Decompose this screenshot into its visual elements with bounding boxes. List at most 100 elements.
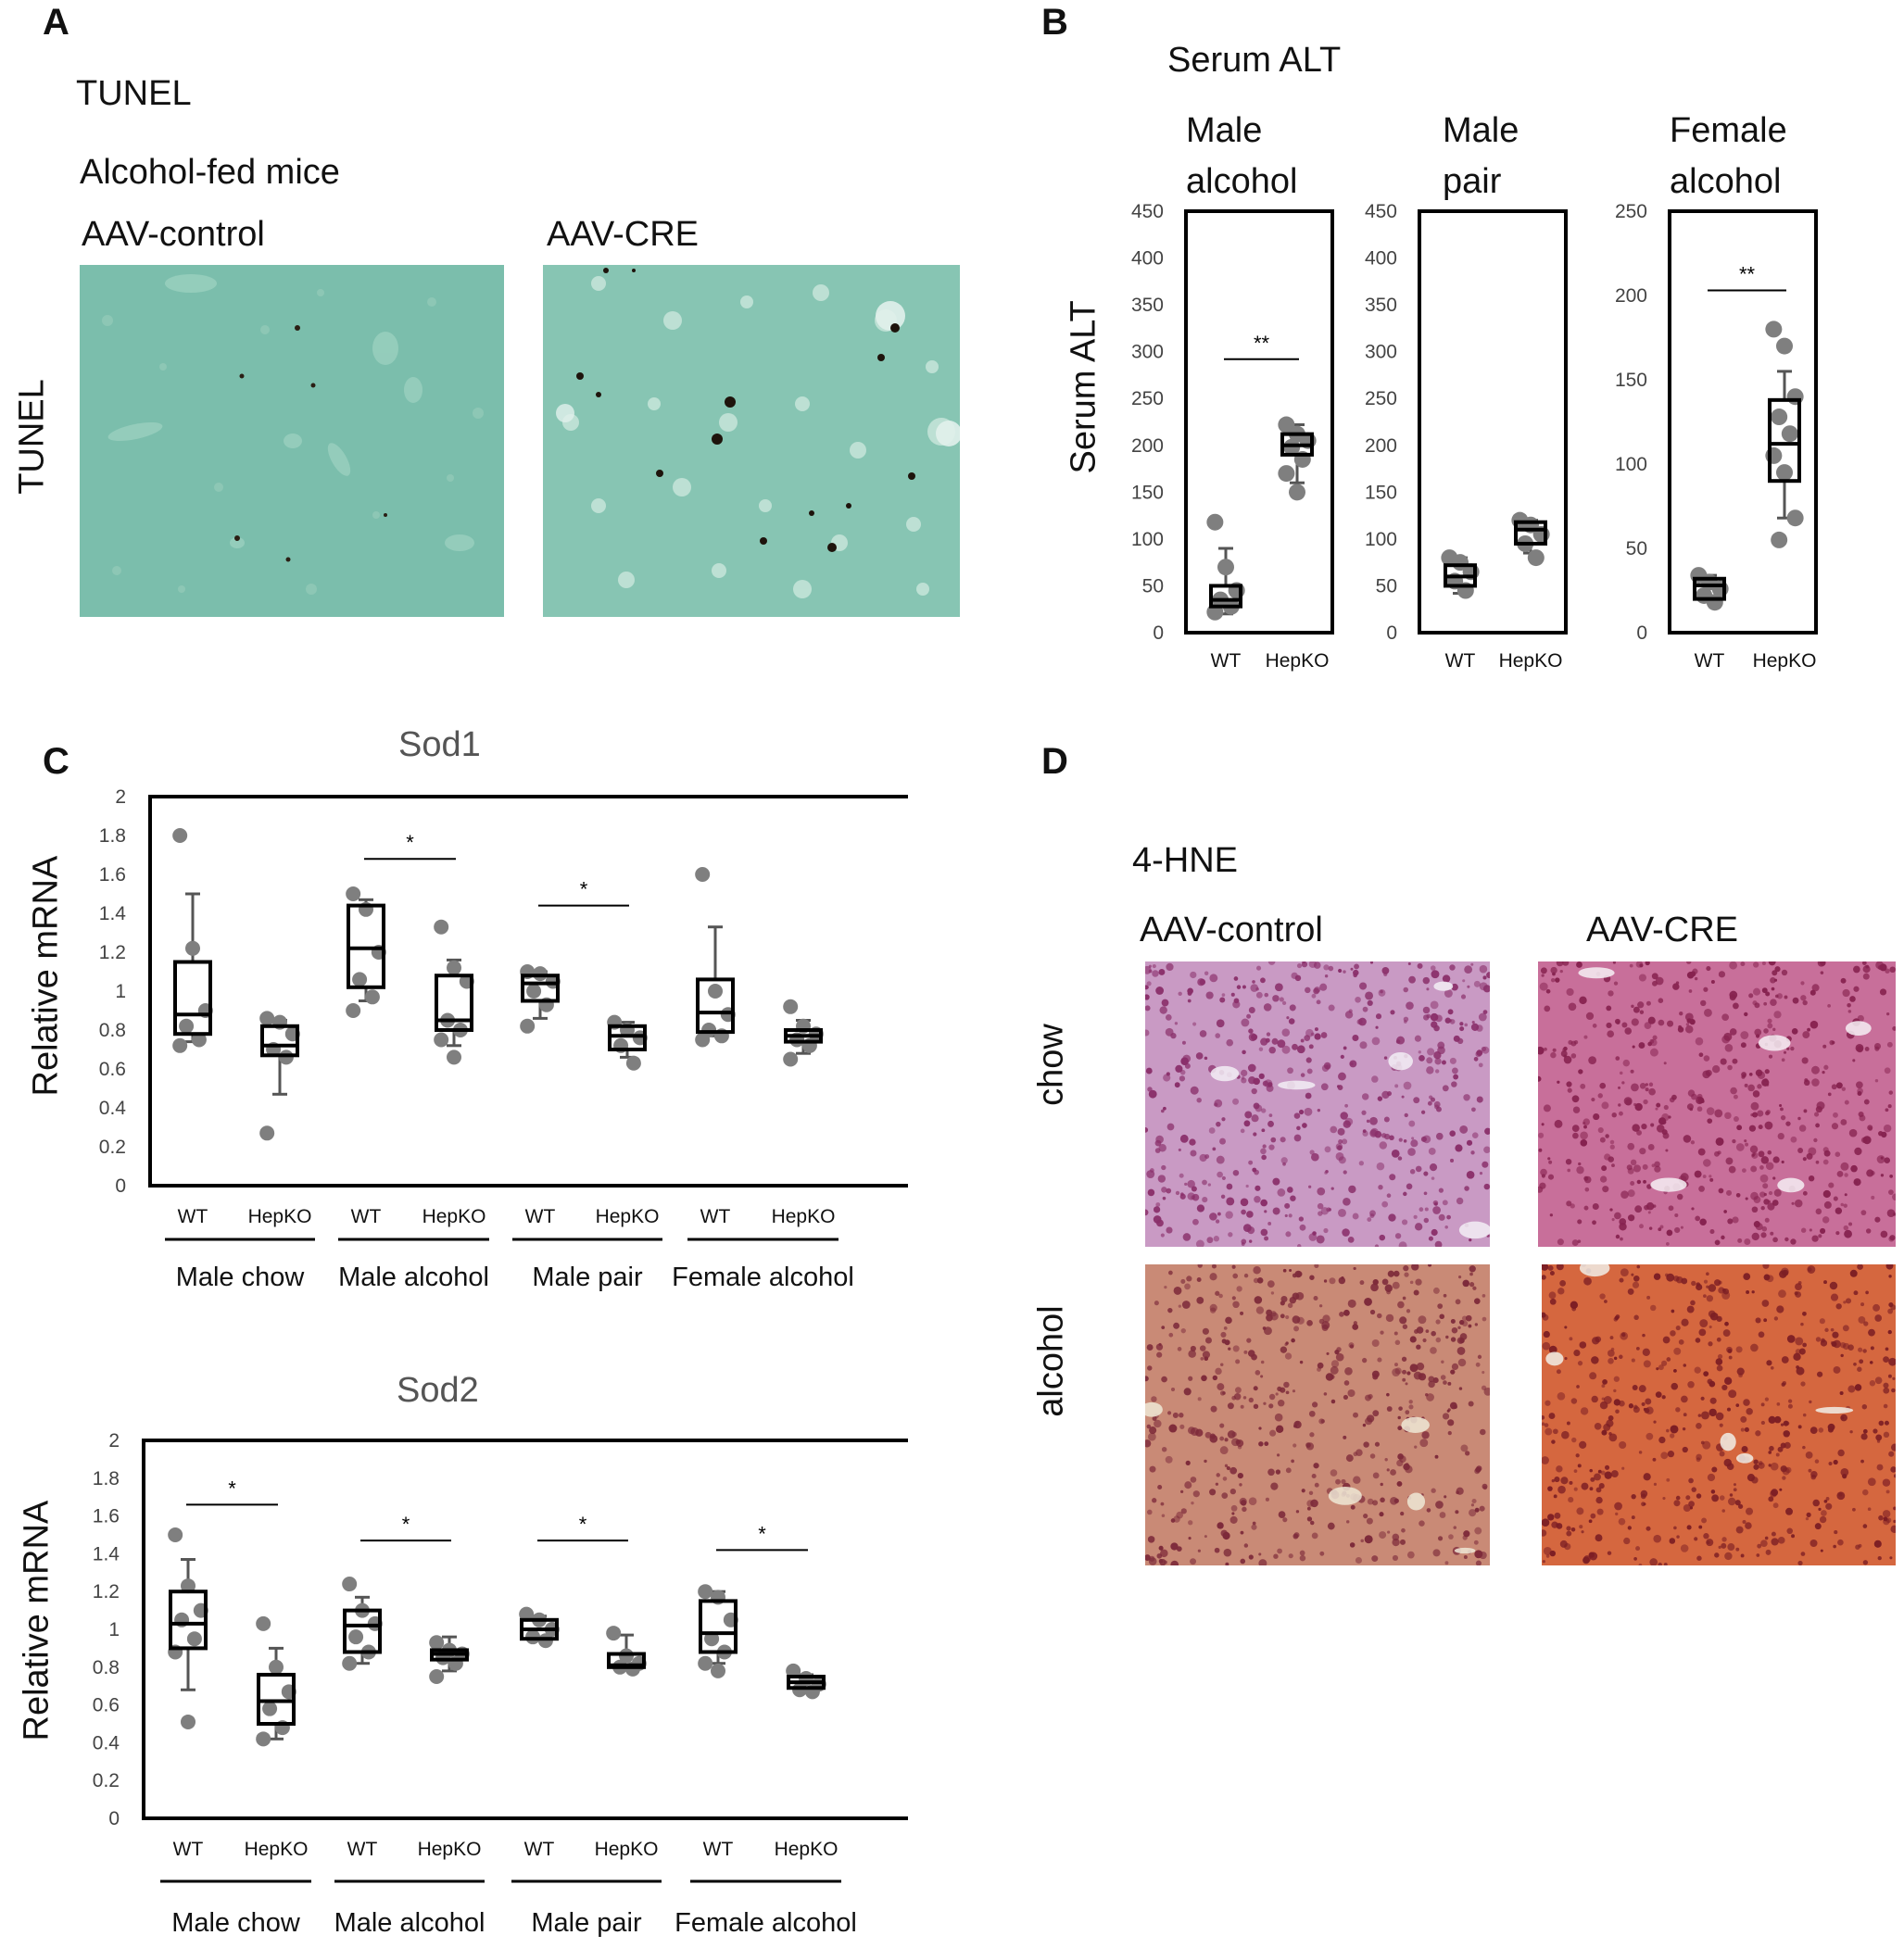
nucleus: [1646, 1526, 1651, 1531]
nucleus: [1179, 1489, 1184, 1494]
data-point: [447, 960, 461, 975]
nucleus: [1296, 962, 1303, 969]
nucleus: [1747, 1084, 1755, 1092]
nucleus: [1573, 1469, 1578, 1473]
nucleus: [1237, 1472, 1243, 1479]
nucleus: [1184, 1481, 1192, 1489]
nucleus: [1889, 1174, 1893, 1178]
nucleus: [1289, 1296, 1297, 1304]
nucleus: [1642, 1333, 1646, 1338]
nucleus: [1179, 1424, 1185, 1429]
nucleus: [1588, 1552, 1595, 1558]
nucleus: [1306, 1320, 1313, 1326]
nucleus: [1768, 961, 1776, 966]
nucleus: [1619, 1111, 1623, 1116]
nucleus: [1765, 1549, 1772, 1555]
nucleus: [1703, 1533, 1709, 1540]
nucleus: [1752, 1000, 1758, 1006]
nucleus: [1605, 1134, 1609, 1138]
nucleus: [1721, 1288, 1726, 1292]
nucleus: [1761, 987, 1768, 994]
nucleus: [1878, 1130, 1884, 1137]
nucleus: [1422, 1006, 1431, 1014]
nucleus: [1639, 1010, 1645, 1014]
nucleus: [1479, 964, 1488, 974]
nucleus: [1724, 1043, 1734, 1052]
nucleus: [1889, 966, 1896, 974]
nucleus: [1860, 1459, 1864, 1464]
nucleus: [1547, 1265, 1554, 1271]
data-point: [695, 867, 711, 882]
nucleus: [1583, 1555, 1591, 1563]
nucleus: [1473, 1056, 1479, 1062]
data-point: [256, 1731, 271, 1747]
nucleus: [1292, 1043, 1298, 1050]
nucleus: [1204, 1459, 1207, 1464]
nucleus: [1383, 1116, 1390, 1123]
nucleus: [1176, 1546, 1182, 1552]
nucleus: [1651, 973, 1658, 980]
nucleus: [1280, 1157, 1288, 1164]
hne-cre-chow-image: [1538, 961, 1896, 1247]
panel-d-title: 4-HNE: [1132, 841, 1239, 880]
x-category-label: WT: [524, 1839, 555, 1860]
nucleus: [1352, 1324, 1359, 1330]
nucleus: [1843, 1203, 1847, 1208]
nucleus: [1299, 1360, 1304, 1364]
nucleus: [1177, 1347, 1182, 1351]
nucleus: [1873, 1042, 1882, 1050]
nucleus: [1570, 1053, 1577, 1059]
nucleus: [1486, 972, 1490, 979]
nucleus: [1679, 1012, 1683, 1016]
data-point: [1781, 425, 1798, 443]
nucleus: [1335, 1152, 1344, 1161]
nucleus: [1252, 1521, 1256, 1526]
nucleus: [1260, 1228, 1268, 1237]
nucleus: [1548, 1345, 1557, 1354]
plot-frame: [148, 795, 908, 1188]
nucleus: [1601, 1101, 1609, 1110]
nucleus: [1219, 997, 1226, 1003]
nucleus: [1397, 1426, 1403, 1431]
nucleus: [1404, 1020, 1407, 1024]
nucleus: [1612, 961, 1616, 964]
nucleus: [1627, 1288, 1634, 1295]
nucleus: [1874, 1376, 1883, 1385]
nucleus: [1602, 1379, 1608, 1385]
nucleus: [1229, 1466, 1238, 1475]
nucleus: [1472, 1286, 1477, 1290]
nucleus: [1676, 1276, 1683, 1284]
panel-d-col-label-control: AAV-control: [1140, 911, 1323, 949]
nucleus: [1631, 1018, 1639, 1026]
nucleus: [1280, 1301, 1285, 1306]
nucleus: [1562, 961, 1570, 966]
nucleus: [1379, 1531, 1387, 1540]
nucleus: [1359, 1280, 1365, 1286]
nucleus: [1813, 1137, 1818, 1143]
nucleus: [1781, 1356, 1789, 1364]
nucleus: [1741, 1075, 1746, 1079]
nucleus: [1337, 1208, 1346, 1217]
nucleus: [1604, 1300, 1608, 1303]
nucleus: [1293, 1326, 1300, 1332]
nucleus: [1609, 1144, 1615, 1150]
nucleus: [1643, 1360, 1651, 1368]
nucleus: [1867, 1507, 1872, 1512]
nucleus: [1344, 1103, 1349, 1108]
nucleus: [1673, 1347, 1682, 1355]
nucleus: [1350, 967, 1354, 971]
nucleus: [1419, 1439, 1429, 1448]
nucleus: [1673, 1368, 1677, 1373]
nucleus: [1253, 1386, 1258, 1391]
y-tick-label: 0.4: [99, 1098, 127, 1119]
nucleus: [1380, 1482, 1383, 1487]
panel-a-col-label-cre: AAV-CRE: [547, 215, 700, 254]
nucleus: [1538, 1046, 1545, 1055]
nucleus: [1217, 1171, 1223, 1178]
nucleus: [1268, 1046, 1276, 1054]
nucleus: [1343, 1394, 1349, 1401]
nucleus: [1772, 1176, 1776, 1180]
nucleus: [1261, 1154, 1267, 1161]
nucleus: [1547, 1157, 1551, 1161]
